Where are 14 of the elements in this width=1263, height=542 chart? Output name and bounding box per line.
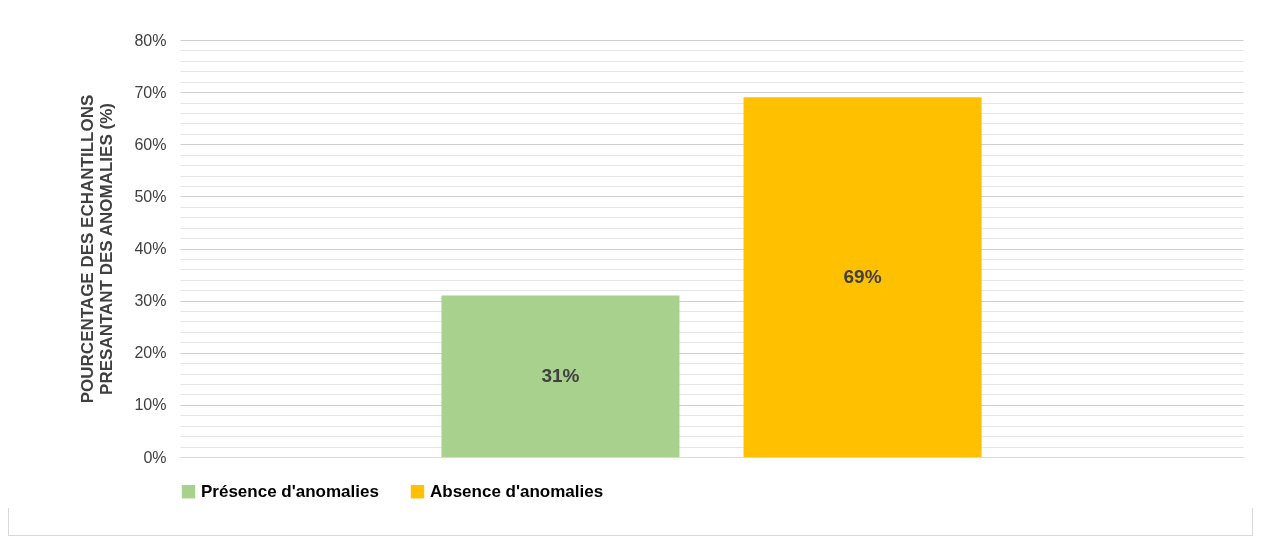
y-tick-label: 70%	[134, 83, 167, 101]
y-tick-label: 60%	[134, 135, 167, 153]
y-tick-label: 10%	[134, 396, 167, 414]
y-tick-label: 80%	[134, 31, 167, 49]
y-tick-label: 50%	[134, 187, 167, 205]
y-tick-label: 40%	[134, 240, 167, 257]
legend-label: Présence d'anomalies	[201, 481, 379, 501]
y-axis-title: POURCENTAGE DES ECHANTILLONS PRESANTANT DES ANOMALIES (%)	[78, 94, 117, 404]
y-tick-label: 20%	[134, 344, 167, 362]
y-tick-label: 0%	[143, 448, 167, 466]
y-tick-label: 30%	[134, 292, 167, 310]
data-label: 31%	[541, 365, 580, 387]
data-label: 69%	[843, 266, 882, 288]
legend-label: Absence d'anomalies	[430, 481, 604, 501]
